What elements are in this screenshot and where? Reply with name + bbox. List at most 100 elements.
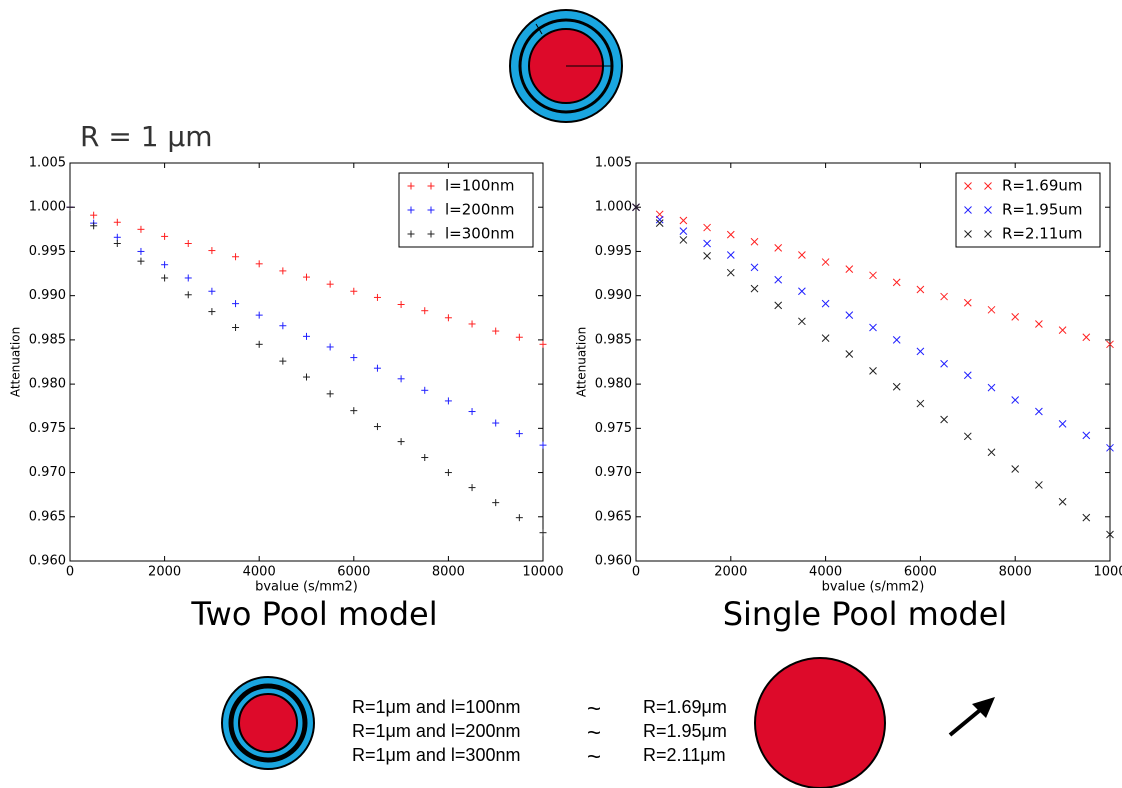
data-point — [279, 267, 287, 275]
marker-stroke — [726, 251, 735, 259]
equivalence-symbol: ~ — [587, 719, 601, 746]
data-point — [1082, 513, 1091, 522]
data-point — [468, 408, 476, 416]
data-point — [655, 219, 664, 227]
marker-stroke — [679, 216, 688, 225]
marker-stroke — [984, 230, 992, 238]
y-tick-label: 0.975 — [29, 421, 66, 436]
data-point — [255, 260, 263, 268]
marker-stroke — [1106, 340, 1114, 349]
data-point — [774, 244, 783, 252]
marker-stroke — [750, 263, 759, 272]
marker-stroke — [1058, 497, 1067, 506]
equivalence-right: R=2.11μm — [643, 745, 726, 765]
x-tick-label: 2000 — [714, 565, 747, 580]
data-point — [845, 311, 854, 319]
marker-stroke — [1082, 513, 1091, 522]
data-point — [515, 333, 523, 341]
data-point — [539, 340, 547, 348]
marker-stroke — [821, 334, 830, 342]
y-tick-label: 0.980 — [29, 377, 66, 392]
data-point — [821, 258, 830, 266]
marker-stroke — [963, 371, 972, 380]
data-point — [1058, 420, 1067, 428]
data-point — [444, 314, 452, 322]
legend-marker — [964, 206, 992, 214]
marker-stroke — [1011, 313, 1020, 321]
marker-stroke — [892, 336, 901, 344]
data-point — [397, 301, 405, 309]
data-point — [232, 324, 240, 332]
legend-marker — [964, 182, 992, 190]
y-axis-label: Attenuation — [575, 327, 589, 397]
data-point — [373, 293, 381, 301]
equivalence-symbol: ~ — [587, 743, 601, 770]
data-point — [137, 257, 145, 265]
data-point — [963, 371, 972, 380]
data-point — [869, 366, 877, 375]
marker-stroke — [869, 323, 877, 332]
data-point — [679, 236, 688, 244]
data-point — [421, 307, 429, 315]
marker-stroke — [703, 239, 711, 248]
marker-stroke — [632, 203, 640, 212]
data-point — [726, 268, 735, 277]
data-point — [1035, 481, 1043, 489]
equivalence-left: R=1μm and l=200nm — [352, 721, 520, 741]
data-point — [987, 383, 996, 392]
data-point — [892, 336, 901, 344]
data-point — [184, 274, 192, 282]
legend-marker — [407, 206, 435, 214]
data-point — [869, 271, 877, 280]
y-axis-label: Attenuation — [9, 327, 23, 397]
marker-stroke — [916, 399, 925, 408]
marker-stroke — [964, 230, 972, 238]
data-point — [679, 216, 688, 225]
data-point — [113, 218, 121, 226]
marker-stroke — [1035, 481, 1043, 489]
data-point — [397, 375, 405, 383]
x-tick-label: 2000 — [148, 565, 181, 580]
data-point — [90, 222, 98, 230]
marker-stroke — [703, 252, 711, 260]
marker-stroke — [964, 182, 972, 190]
data-point — [1011, 313, 1020, 321]
marker-stroke — [845, 311, 854, 319]
marker-stroke — [1035, 320, 1043, 328]
marker-stroke — [1082, 431, 1091, 440]
data-point — [703, 239, 711, 248]
bottom-diagram — [221, 657, 995, 788]
marker-stroke — [679, 227, 688, 235]
data-point — [632, 203, 640, 212]
x-tick-label: 1000 — [1093, 565, 1122, 580]
legend-marker — [964, 230, 992, 238]
marker-stroke — [821, 299, 830, 308]
data-point — [1035, 320, 1043, 328]
marker-stroke — [655, 219, 664, 227]
y-tick-label: 0.975 — [595, 421, 632, 436]
y-tick-label: 1.005 — [29, 156, 66, 171]
y-tick-label: 0.995 — [29, 244, 66, 259]
data-point — [326, 343, 334, 351]
data-point — [1106, 340, 1114, 349]
data-point — [421, 454, 429, 462]
data-point — [726, 230, 735, 239]
data-point — [916, 399, 925, 408]
marker-stroke — [984, 206, 992, 214]
y-tick-label: 1.000 — [595, 200, 632, 215]
data-point — [232, 253, 240, 261]
data-point — [515, 514, 523, 522]
marker-stroke — [940, 415, 948, 424]
data-point — [703, 252, 711, 260]
marker-stroke — [679, 236, 688, 244]
data-point — [963, 432, 972, 441]
radius-label: R = 1 μm — [80, 120, 213, 153]
marker-stroke — [726, 230, 735, 239]
legend-label: R=1.95um — [1002, 201, 1083, 219]
data-point — [66, 203, 74, 211]
y-tick-label: 0.965 — [595, 509, 632, 524]
marker-stroke — [940, 359, 948, 368]
data-point — [373, 364, 381, 372]
data-point — [444, 397, 452, 405]
